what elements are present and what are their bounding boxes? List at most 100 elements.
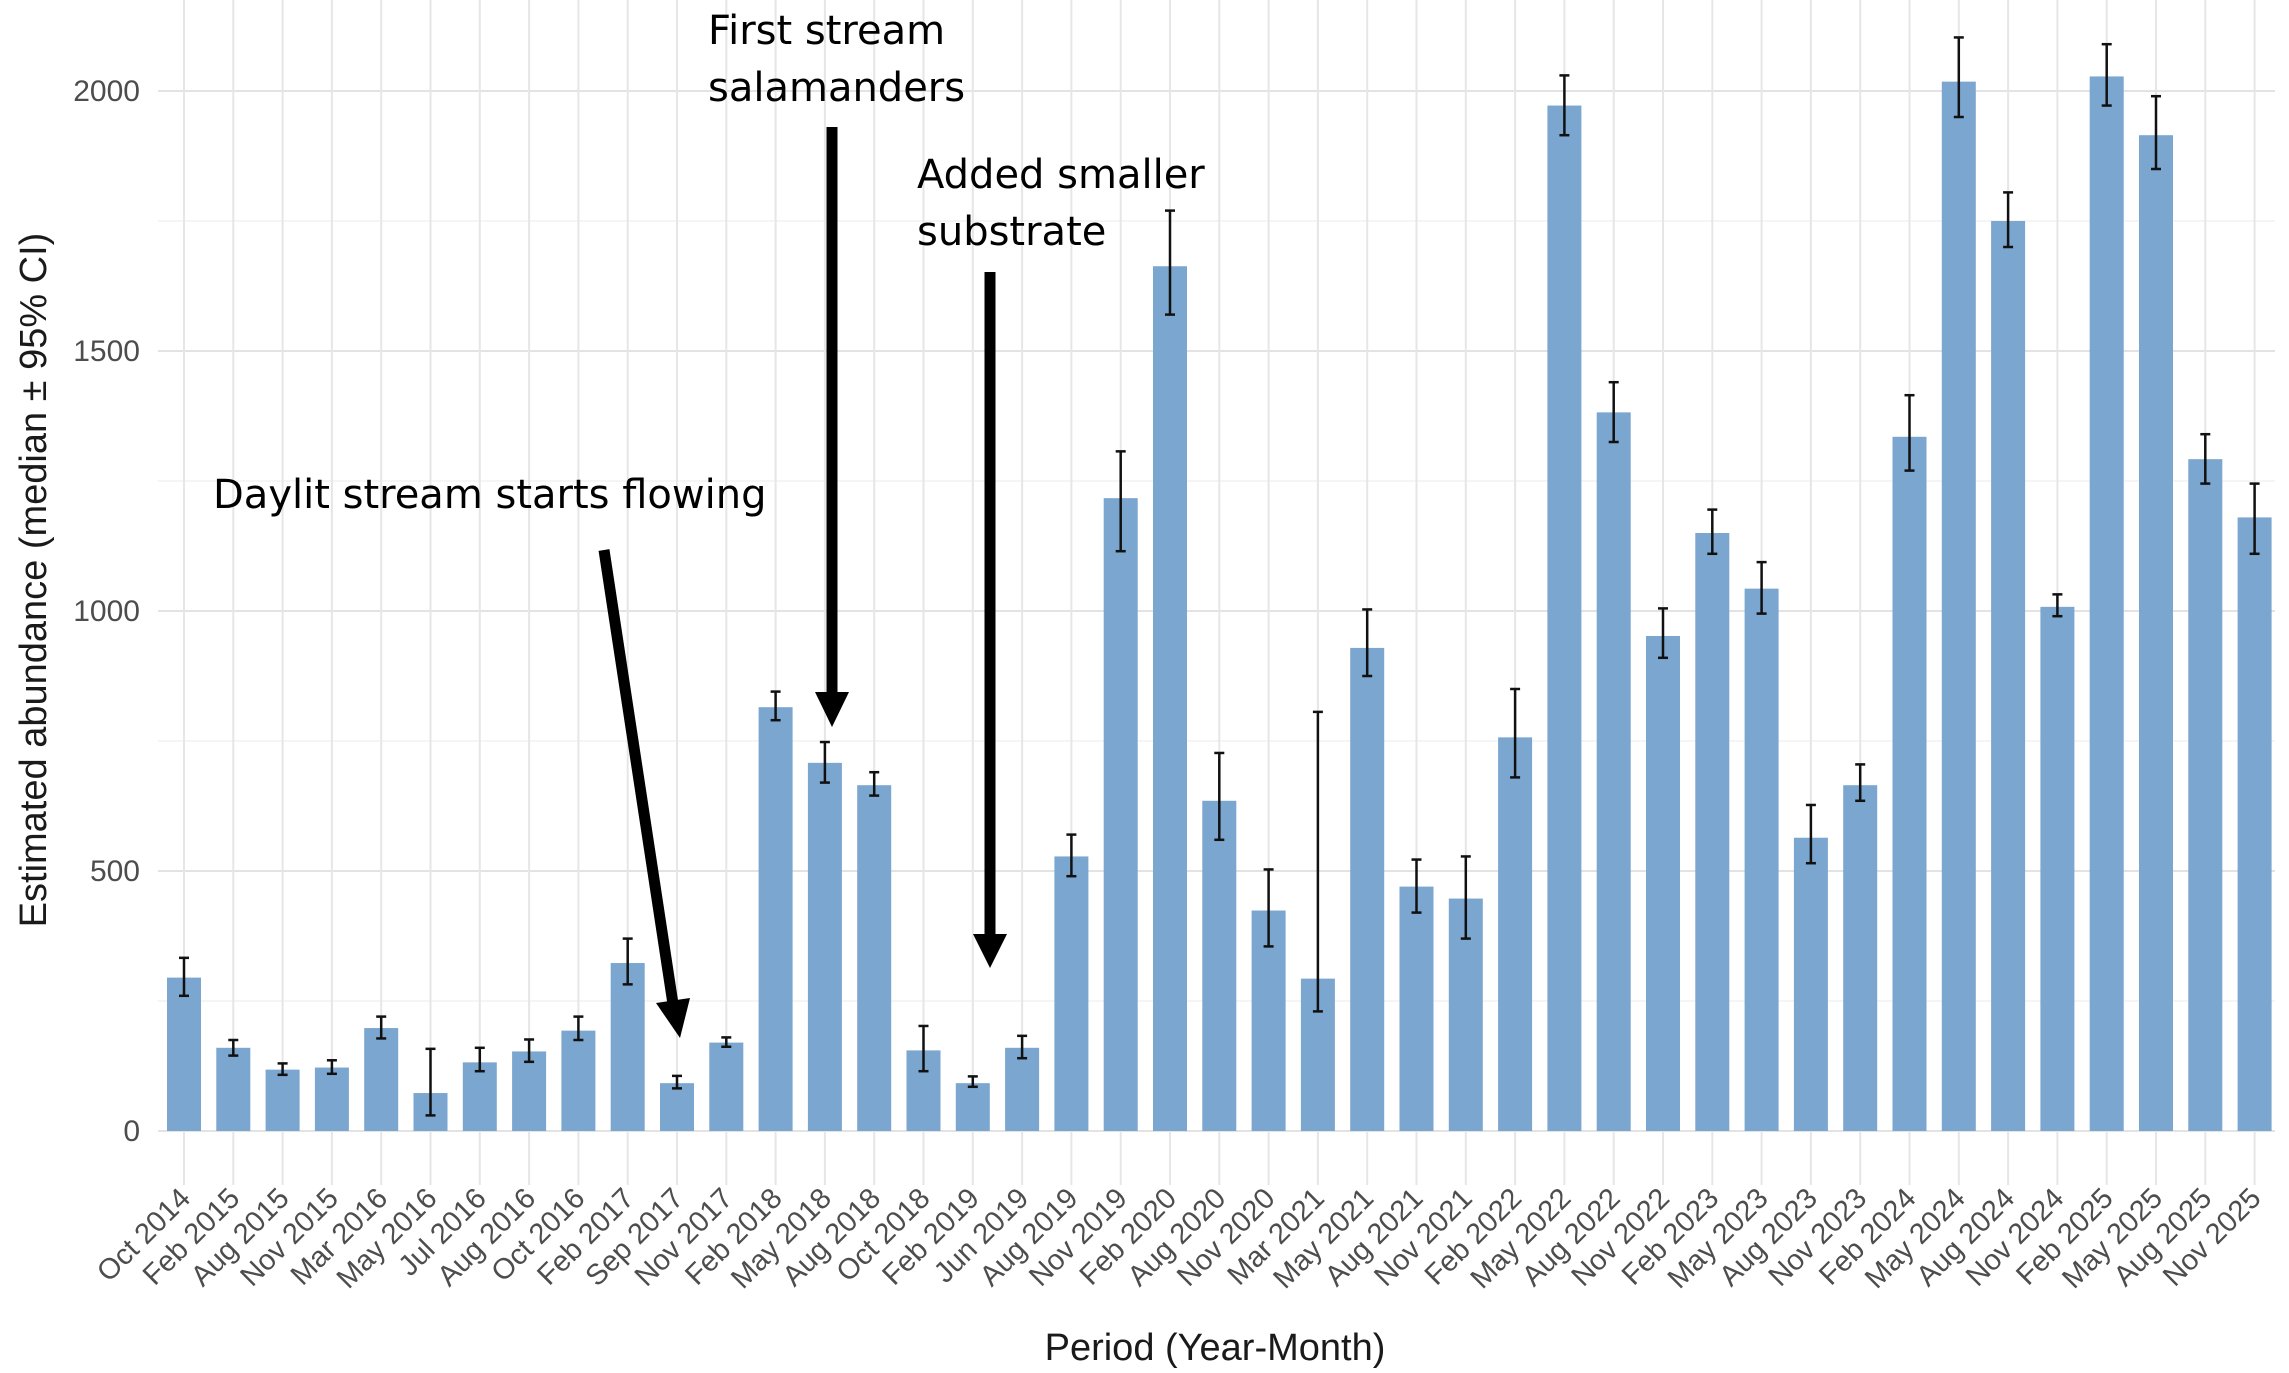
error-bar [1510, 687, 1521, 779]
bar-feb-2019 [955, 1083, 990, 1131]
bar-oct-2014 [167, 977, 201, 1131]
bar-may-2021 [1350, 647, 1385, 1131]
error-bar [2200, 432, 2211, 485]
bar-feb-2020 [1153, 266, 1187, 1131]
y-tick-label: 2000 [73, 75, 140, 108]
error-bar [1312, 710, 1323, 1013]
error-bar [376, 1015, 387, 1040]
bar-may-2023 [1744, 588, 1779, 1131]
bar-aug-2024 [1991, 221, 2026, 1131]
error-bar [2101, 42, 2112, 107]
bar-feb-2015 [216, 1047, 251, 1131]
y-axis-ticks: 0 500 1000 1500 2000 [73, 75, 140, 1148]
error-bar [819, 740, 830, 784]
error-bar [1165, 209, 1175, 316]
bar-sep-2017 [660, 1083, 694, 1131]
error-bar [179, 956, 189, 998]
error-bar [1559, 74, 1570, 137]
error-bar [277, 1062, 288, 1077]
error-bar [474, 1046, 485, 1073]
bar-nov-2022 [1646, 635, 1680, 1131]
bar-aug-2018 [857, 785, 892, 1131]
y-tick-label: 500 [90, 855, 140, 888]
error-bar [1953, 36, 1964, 119]
annotation-text: substrate [917, 209, 1106, 255]
error-bar [524, 1038, 535, 1064]
error-bar [2003, 191, 2014, 249]
bar-may-2018 [807, 762, 842, 1131]
bar-nov-2015 [314, 1067, 349, 1131]
error-bar [2249, 482, 2260, 556]
bar-jun-2019 [1005, 1047, 1040, 1131]
error-bar [918, 1024, 929, 1073]
annotation-arrow [598, 549, 679, 1005]
error-bar [721, 1036, 732, 1049]
bar-nov-2023 [1843, 785, 1878, 1131]
bar-nov-2025 [2237, 517, 2272, 1131]
error-bar [1658, 607, 1668, 660]
bar-nov-2024 [2040, 606, 2075, 1131]
y-axis-title: Estimated abundance (median ± 95% CI) [13, 233, 55, 928]
error-bar [425, 1047, 436, 1117]
error-bar [1066, 833, 1077, 878]
error-bar [1855, 763, 1866, 803]
bar-feb-2022 [1498, 737, 1533, 1131]
bar-feb-2023 [1695, 533, 1730, 1131]
error-bars [179, 36, 2260, 1117]
error-bar [622, 937, 633, 986]
annotation-daylit-stream: Daylit stream starts flowing [213, 472, 766, 1038]
y-tick-label: 1000 [73, 595, 140, 628]
bar-may-2025 [2139, 135, 2173, 1131]
error-bar [1263, 868, 1274, 948]
error-bar [1214, 751, 1225, 842]
bar-aug-2023 [1793, 837, 1828, 1131]
bar-feb-2017 [610, 963, 645, 1131]
error-bar [1707, 508, 1718, 556]
bar-nov-2017 [709, 1042, 744, 1131]
bar-aug-2022 [1596, 412, 1631, 1131]
error-bar [967, 1075, 978, 1089]
y-tick-label: 0 [123, 1115, 140, 1148]
error-bar [2052, 593, 2063, 618]
bar-feb-2024 [1892, 436, 1927, 1131]
error-bar [1017, 1034, 1028, 1060]
error-bar [228, 1038, 239, 1057]
error-bar [1115, 450, 1126, 553]
bar-feb-2018 [758, 707, 793, 1131]
bar-aug-2020 [1202, 800, 1237, 1131]
annotation-text: salamanders [708, 65, 965, 111]
error-bar [869, 770, 880, 797]
error-bar [2151, 94, 2161, 171]
bar-aug-2021 [1399, 886, 1434, 1131]
y-tick-label: 1500 [73, 335, 140, 368]
error-bar [573, 1015, 584, 1042]
annotation-text: First stream [708, 8, 945, 54]
error-bar [770, 690, 781, 722]
error-bar [672, 1074, 682, 1090]
bar-aug-2025 [2188, 459, 2223, 1131]
bar-oct-2016 [561, 1030, 596, 1131]
bar-aug-2015 [265, 1069, 300, 1131]
bar-may-2024 [1941, 81, 1976, 1131]
annotation-arrowhead [815, 692, 849, 727]
error-bar [1362, 608, 1373, 678]
error-bar [1805, 803, 1816, 865]
error-bar [1756, 560, 1767, 615]
bar-nov-2019 [1103, 498, 1138, 1131]
annotation-added-smaller-substrate: Added smaller substrate [917, 152, 1205, 968]
bar-feb-2025 [2089, 76, 2124, 1132]
annotation-arrowhead [973, 934, 1007, 968]
x-axis-title: Period (Year-Month) [1045, 1327, 1386, 1369]
error-bar [1608, 380, 1619, 444]
error-bar [1460, 855, 1471, 940]
bar-mar-2016 [364, 1028, 399, 1131]
annotations: First stream salamanders Added smaller subs… [213, 8, 1205, 1038]
error-bar [326, 1059, 337, 1076]
error-bar [1904, 393, 1915, 472]
error-bar [1411, 858, 1422, 914]
bar-aug-2016 [512, 1051, 547, 1131]
annotation-arrowhead [656, 998, 690, 1038]
bar-may-2022 [1547, 105, 1582, 1131]
